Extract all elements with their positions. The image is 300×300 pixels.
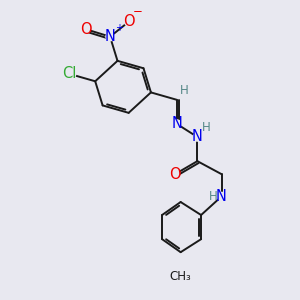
Text: −: − — [133, 5, 142, 19]
Text: CH₃: CH₃ — [170, 270, 191, 283]
Text: O: O — [123, 14, 134, 29]
Text: H: H — [202, 121, 210, 134]
Text: N: N — [192, 130, 203, 145]
Text: N: N — [172, 116, 182, 131]
Circle shape — [124, 18, 133, 26]
Circle shape — [106, 33, 114, 41]
Circle shape — [218, 192, 226, 200]
Circle shape — [171, 170, 179, 178]
Text: N: N — [216, 189, 227, 204]
Text: +: + — [115, 23, 123, 33]
Circle shape — [175, 271, 186, 282]
Circle shape — [63, 67, 76, 80]
Text: O: O — [80, 22, 92, 37]
Circle shape — [193, 133, 202, 141]
Text: N: N — [105, 29, 116, 44]
Text: O: O — [169, 167, 181, 182]
Text: H: H — [209, 190, 218, 203]
Circle shape — [82, 25, 90, 33]
Text: Cl: Cl — [62, 66, 76, 81]
Circle shape — [173, 120, 181, 128]
Text: H: H — [180, 84, 189, 97]
